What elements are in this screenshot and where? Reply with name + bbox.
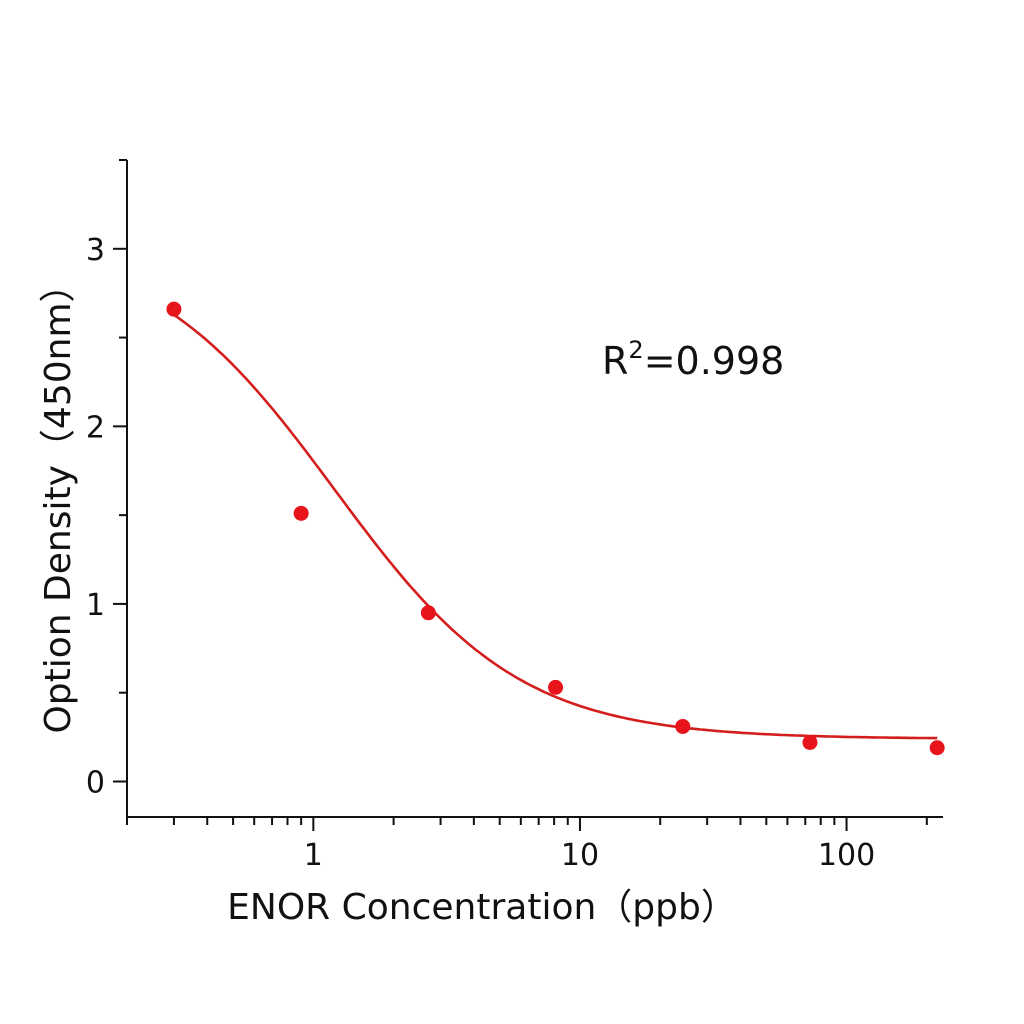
- fit-curve: [173, 313, 938, 740]
- r-squared-symbol: R: [602, 339, 628, 383]
- data-point: [293, 505, 309, 521]
- x-tick-label: 100: [818, 838, 875, 873]
- data-point: [929, 740, 945, 756]
- y-tick-label: 0: [86, 765, 105, 800]
- data-point: [675, 718, 691, 734]
- x-tick-label: 10: [561, 838, 599, 873]
- data-point: [166, 301, 182, 317]
- r-squared-annotation: R2=0.998: [602, 336, 784, 383]
- data-points: [166, 301, 945, 756]
- axes: 0 1 2 3 1 10 100: [86, 159, 943, 873]
- r-squared-value: =0.998: [644, 339, 785, 383]
- x-tick-label: 1: [304, 838, 323, 873]
- data-point: [802, 734, 818, 750]
- y-tick-label: 1: [86, 588, 105, 623]
- y-tick-label: 2: [86, 410, 105, 445]
- r-squared-superscript: 2: [628, 336, 643, 364]
- y-axis-title: Option Density（450nm）: [38, 266, 79, 733]
- data-point: [548, 679, 564, 695]
- y-tick-label: 3: [86, 233, 105, 268]
- data-point: [420, 605, 436, 621]
- x-axis-title: ENOR Concentration（ppb）: [227, 887, 737, 928]
